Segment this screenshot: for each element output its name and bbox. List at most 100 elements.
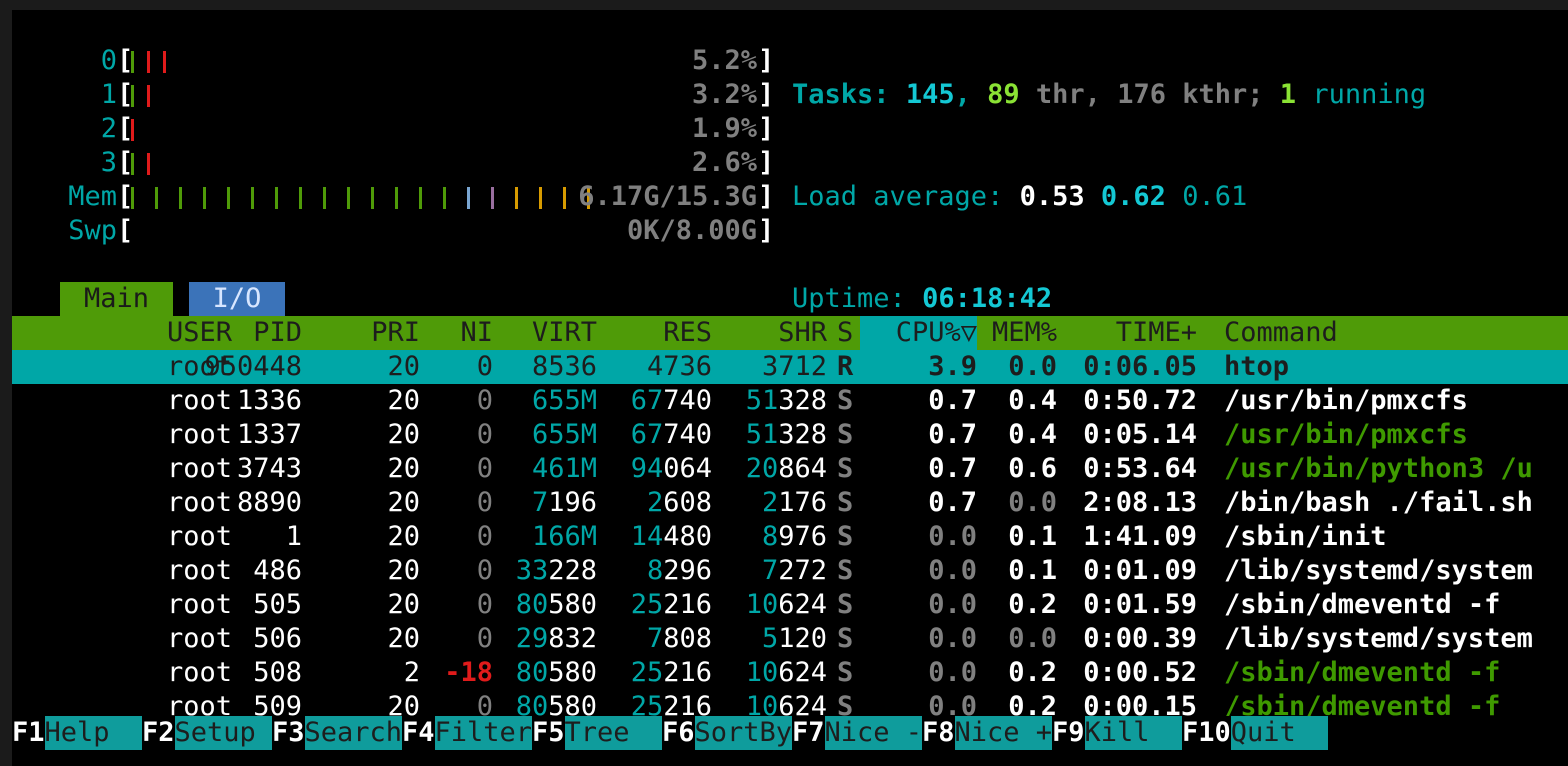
cell-mem: 0.2 [1008, 657, 1057, 688]
table-row[interactable]: 8890 root 20 0 7196 2608 2176 S 0.7 0.0 2:08.13/bi… [12, 486, 1568, 520]
function-label-filter[interactable]: Filter [434, 716, 533, 750]
function-key-f7[interactable]: F7 [792, 716, 825, 750]
function-key-f2[interactable]: F2 [142, 716, 175, 750]
cell-res-low: 740 [663, 419, 712, 450]
cell-pri: 20 [387, 419, 420, 450]
cell-pid: 1337 [236, 419, 302, 450]
function-key-f8[interactable]: F8 [922, 716, 955, 750]
kthread-count: 176 [1117, 79, 1166, 110]
cell-time: 0:06.05 [1083, 351, 1197, 382]
cell-virt-low: 536 [548, 351, 597, 382]
column-header-pid[interactable]: PID [253, 317, 302, 348]
cell-time: 0:53.64 [1083, 453, 1197, 484]
meter-bar-tick [563, 187, 566, 209]
cell-res-high: 25 [630, 657, 664, 688]
function-key-f5[interactable]: F5 [532, 716, 565, 750]
meter-bar-tick [147, 51, 150, 73]
cell-command: /usr/bin/python3 /u [1224, 453, 1533, 484]
function-label-help[interactable]: Help [44, 716, 143, 750]
tab-main[interactable]: Main [60, 282, 173, 316]
cell-shr-low: 624 [778, 589, 827, 620]
cell-shr-low: 176 [778, 487, 827, 518]
function-key-f3[interactable]: F3 [272, 716, 305, 750]
meter-label: 0 [100, 45, 117, 76]
tab-io[interactable]: I/O [189, 282, 285, 316]
cell-pid: 1 [285, 521, 302, 552]
function-key-f9[interactable]: F9 [1052, 716, 1085, 750]
column-header-s[interactable]: S [837, 317, 854, 348]
meter-open-bracket: [ [117, 79, 134, 110]
column-header-res[interactable]: RES [663, 317, 712, 348]
cell-shr: 3712 [682, 350, 827, 384]
column-header-pri[interactable]: PRI [371, 317, 420, 348]
meter-value: 6.17G/15.3G [578, 181, 757, 212]
function-key-f1[interactable]: F1 [12, 716, 45, 750]
cell-state: S [837, 521, 854, 552]
memory-meter: Mem[6.17G/15.3G] [12, 180, 792, 214]
cell-user: root [167, 351, 233, 382]
function-label-nice-[interactable]: Nice - [824, 716, 923, 750]
table-row[interactable]: 3743 root 20 0 461M 94064 20864 S 0.7 0.6 0:53.64/… [12, 452, 1568, 486]
column-header-command[interactable]: Command [1224, 317, 1338, 348]
load-average-row: Load average: 0.53 0.62 0.61 [792, 180, 1426, 214]
column-header-shr[interactable]: SHR [778, 317, 827, 348]
cell-virt-high: 7 [531, 487, 549, 518]
table-row[interactable]: 1337 root 20 0 655M 67740 51328 S 0.7 0.4 0:05.14/… [12, 418, 1568, 452]
column-header-time[interactable]: TIME+ [1115, 317, 1197, 348]
cell-cpu: 0.0 [928, 589, 977, 620]
uptime-value: 06:18:42 [922, 283, 1053, 314]
table-row[interactable]: 506 root 20 0 29832 7808 5120 S 0.0 0.0 0:00.39/li… [12, 622, 1568, 656]
cell-cpu: 0.0 [928, 555, 977, 586]
function-label-quit[interactable]: Quit [1230, 716, 1329, 750]
table-row[interactable]: 508 root 2 -18 80580 25216 10624 S 0.0 0.2 0:00.52… [12, 656, 1568, 690]
meter-bar-tick [131, 187, 134, 209]
function-label-nice-[interactable]: Nice + [954, 716, 1053, 750]
meter-bar-tick [179, 187, 182, 209]
table-row[interactable]: 950448 root 20 0 8536 4736 3712 R 3.9 0.0 0:06.05 h… [12, 350, 1568, 384]
meter-bar-tick [131, 153, 134, 175]
function-key-bar: F1 Help F2 Setup F3 Search F4 Filter F5 Tree F6… [12, 716, 1568, 750]
table-row[interactable]: 1 root 20 0 166M 14480 8976 S 0.0 0.1 1:41.09/sbin… [12, 520, 1568, 554]
cell-virt-magnitude: 655M [531, 419, 597, 450]
cell-state: S [837, 419, 854, 450]
tab-bar: Main I/O [12, 282, 1568, 316]
table-row[interactable]: 505 root 20 0 80580 25216 10624 S 0.0 0.2 0:01.59/… [12, 588, 1568, 622]
cell-state: S [837, 453, 854, 484]
cell-shr-low: 712 [778, 351, 827, 382]
cpu-meter-0: 0[5.2%] [12, 44, 792, 78]
function-label-kill[interactable]: Kill [1084, 716, 1183, 750]
swap-meter: Swp[0K/8.00G] [12, 214, 792, 248]
column-header-ni[interactable]: NI [460, 317, 493, 348]
cell-virt-magnitude: 166M [531, 521, 597, 552]
cell-user: root [167, 521, 233, 552]
function-label-tree[interactable]: Tree [564, 716, 663, 750]
function-label-setup[interactable]: Setup [174, 716, 273, 750]
process-table-header[interactable]: PID USER PRI NI VIRT RES SHR S CPU%▽ MEM% TIME+ Com… [12, 316, 1568, 350]
column-header-virt[interactable]: VIRT [531, 317, 597, 348]
cell-mem: 0.4 [1008, 419, 1057, 450]
table-row[interactable]: 486 root 20 0 33228 8296 7272 S 0.0 0.1 0:01.09/li… [12, 554, 1568, 588]
cell-shr: 20864 [682, 452, 827, 486]
cell-virt-low: 228 [548, 555, 597, 586]
meter-label: 1 [100, 79, 117, 110]
cell-shr-low: 272 [778, 555, 827, 586]
cell-virt-high: 29 [515, 623, 549, 654]
meter-open-bracket: [ [117, 113, 134, 144]
function-key-f10[interactable]: F10 [1182, 716, 1231, 750]
meter-bar [131, 187, 757, 209]
cell-res-low: 736 [663, 351, 712, 382]
function-key-f6[interactable]: F6 [662, 716, 695, 750]
table-row[interactable]: 1336 root 20 0 655M 67740 51328 S 0.7 0.4 0:50.72/… [12, 384, 1568, 418]
cell-ni: 0 [476, 623, 493, 654]
column-header-mem[interactable]: MEM% [991, 317, 1057, 348]
cell-time: 0:05.14 [1083, 419, 1197, 450]
cell-shr-low: 120 [778, 623, 827, 654]
column-header-user[interactable]: USER [167, 317, 233, 348]
cell-pid: 508 [253, 657, 302, 688]
function-label-search[interactable]: Search [304, 716, 403, 750]
function-key-f4[interactable]: F4 [402, 716, 435, 750]
column-header-cpu[interactable]: CPU%▽ [860, 316, 977, 350]
cell-res-low: 608 [663, 487, 712, 518]
meter-bar-tick [227, 187, 230, 209]
function-label-sortby[interactable]: SortBy [694, 716, 793, 750]
